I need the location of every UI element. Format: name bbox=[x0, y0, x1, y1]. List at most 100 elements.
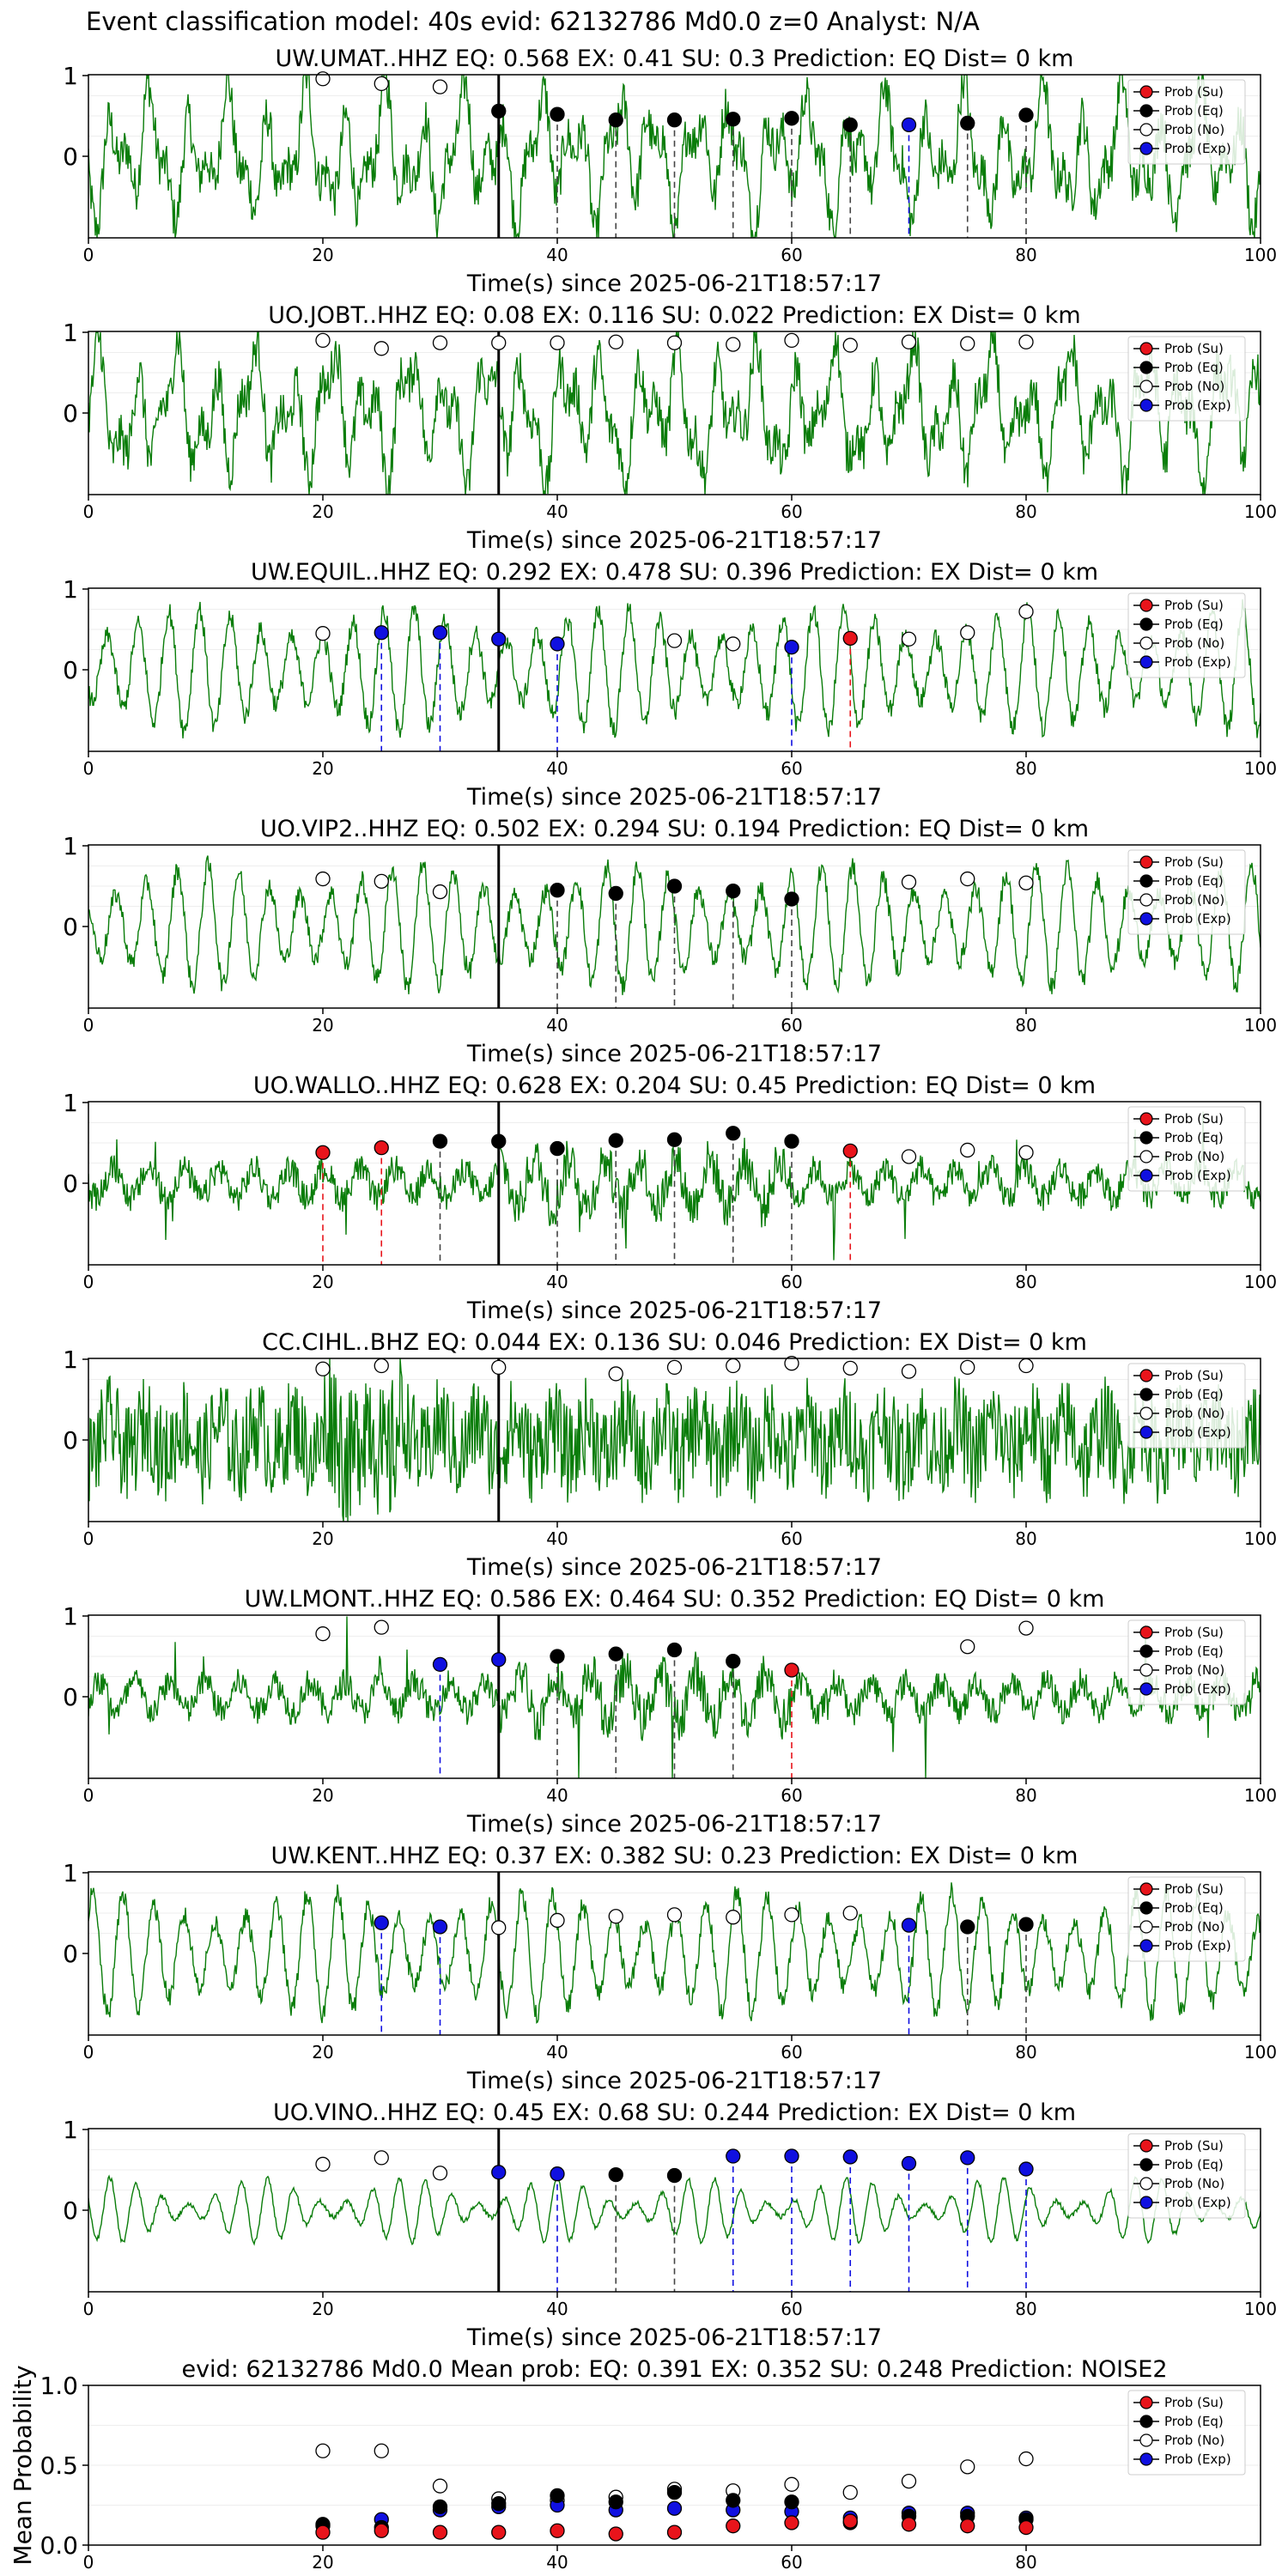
prob-marker bbox=[491, 631, 507, 647]
legend-label: Prob (No) bbox=[1164, 892, 1224, 908]
prob-marker bbox=[491, 103, 507, 119]
x-tick-label: 60 bbox=[781, 245, 802, 265]
prob-marker bbox=[842, 337, 858, 353]
x-tick-label: 0 bbox=[83, 245, 94, 265]
prob-marker bbox=[491, 335, 507, 350]
prob-marker bbox=[726, 636, 741, 652]
x-tick-label: 80 bbox=[1015, 1272, 1036, 1292]
legend-marker bbox=[1139, 2177, 1153, 2190]
x-tick-label: 100 bbox=[1244, 501, 1277, 522]
prob-marker bbox=[666, 1907, 683, 1923]
panel-title: CC.CIHL..BHZ EQ: 0.044 EX: 0.136 SU: 0.0… bbox=[262, 1329, 1087, 1356]
x-axis-label: Time(s) since 2025-06-21T18:57:17 bbox=[466, 1554, 882, 1581]
prob-marker bbox=[550, 1912, 565, 1929]
prob-marker bbox=[1018, 875, 1034, 890]
x-tick-label: 80 bbox=[1015, 1528, 1036, 1549]
x-tick-label: 60 bbox=[781, 2042, 802, 2063]
x-tick-label: 80 bbox=[1015, 1785, 1036, 1806]
prob-marker bbox=[491, 2165, 507, 2180]
legend-label: Prob (Su) bbox=[1164, 1368, 1224, 1383]
prob-marker bbox=[432, 1656, 448, 1673]
x-tick-label: 40 bbox=[546, 1785, 568, 1806]
legend-label: Prob (Exp) bbox=[1164, 1425, 1231, 1440]
panel-title: UO.VIP2..HHZ EQ: 0.502 EX: 0.294 SU: 0.1… bbox=[260, 816, 1089, 842]
mean-prob-marker bbox=[726, 2493, 741, 2508]
y-tick-label: 1 bbox=[63, 1602, 78, 1631]
prob-marker bbox=[374, 2150, 389, 2166]
prob-marker bbox=[608, 334, 623, 349]
x-tick-label: 0 bbox=[83, 1528, 94, 1549]
mean-prob-marker bbox=[726, 2518, 741, 2534]
legend: Prob (Su) Prob (Eq) Prob (No) Prob (Exp) bbox=[1127, 1619, 1246, 1705]
y-tick-label: 1 bbox=[63, 1346, 78, 1374]
prob-marker bbox=[550, 636, 565, 652]
prob-marker bbox=[726, 1358, 741, 1374]
prob-marker bbox=[901, 1917, 917, 1933]
mean-prob-marker bbox=[315, 2524, 331, 2540]
prob-marker bbox=[842, 1360, 858, 1376]
legend-label: Prob (No) bbox=[1164, 2433, 1224, 2448]
waveform-trace bbox=[88, 331, 1261, 495]
panel-5: UO.WALLO..HHZ EQ: 0.628 EX: 0.204 SU: 0.… bbox=[63, 1072, 1277, 1324]
x-tick-label: 0 bbox=[83, 2299, 94, 2319]
x-tick-label: 20 bbox=[312, 245, 333, 265]
legend-marker bbox=[1139, 1131, 1153, 1145]
legend-marker bbox=[1139, 2415, 1153, 2428]
panel-title: UO.JOBT..HHZ EQ: 0.08 EX: 0.116 SU: 0.02… bbox=[268, 302, 1080, 329]
prob-marker bbox=[842, 1905, 858, 1921]
x-tick-label: 80 bbox=[1015, 1015, 1036, 1036]
prob-marker bbox=[432, 335, 448, 350]
x-axis-label: Time(s) since 2025-06-21T18:57:17 bbox=[466, 2068, 882, 2094]
mean-prob-marker bbox=[666, 2484, 683, 2500]
prob-marker bbox=[1018, 334, 1034, 349]
x-tick-label: 100 bbox=[1244, 1528, 1277, 1549]
x-tick-label: 60 bbox=[781, 1015, 802, 1036]
mean-prob-marker bbox=[550, 2523, 565, 2538]
x-tick-label: 80 bbox=[1015, 2552, 1036, 2573]
prob-marker bbox=[608, 1366, 623, 1382]
prob-marker bbox=[960, 1639, 975, 1655]
panel-7: UW.LMONT..HHZ EQ: 0.586 EX: 0.464 SU: 0.… bbox=[63, 1586, 1277, 1838]
x-tick-label: 40 bbox=[546, 2552, 568, 2573]
legend-marker bbox=[1139, 1644, 1153, 1658]
legend-marker bbox=[1139, 1369, 1153, 1382]
prob-marker bbox=[666, 633, 683, 648]
x-axis-label: Time(s) since 2025-06-21T18:57:17 bbox=[466, 784, 882, 811]
prob-marker bbox=[666, 2167, 683, 2184]
legend-label: Prob (Su) bbox=[1164, 1881, 1224, 1897]
prob-marker bbox=[550, 106, 565, 122]
x-tick-label: 60 bbox=[781, 2299, 802, 2319]
x-tick-label: 100 bbox=[1244, 245, 1277, 265]
y-tick-label: 0 bbox=[63, 1170, 78, 1198]
prob-marker bbox=[374, 1915, 389, 1930]
y-tick-label: 0 bbox=[63, 1426, 78, 1455]
x-tick-label: 100 bbox=[1244, 2299, 1277, 2319]
legend: Prob (Su) Prob (Eq) Prob (No) Prob (Exp) bbox=[1127, 79, 1246, 165]
mean-prob-marker bbox=[960, 2518, 975, 2534]
prob-marker bbox=[726, 883, 741, 899]
legend-marker bbox=[1139, 1388, 1153, 1401]
panel-title: UW.KENT..HHZ EQ: 0.37 EX: 0.382 SU: 0.23… bbox=[271, 1843, 1078, 1869]
panel-title: UO.VINO..HHZ EQ: 0.45 EX: 0.68 SU: 0.244… bbox=[273, 2099, 1076, 2126]
legend-marker bbox=[1139, 2139, 1153, 2153]
x-axis-label: Time(s) since 2025-06-21T18:57:17 bbox=[466, 1811, 882, 1838]
prob-marker bbox=[1018, 1358, 1034, 1374]
prob-marker bbox=[1018, 1145, 1034, 1160]
x-tick-label: 80 bbox=[1015, 245, 1036, 265]
prob-marker bbox=[784, 111, 799, 126]
x-tick-label: 60 bbox=[781, 2552, 802, 2573]
prob-marker bbox=[784, 332, 799, 349]
legend-label: Prob (Exp) bbox=[1164, 1681, 1231, 1697]
x-tick-label: 80 bbox=[1015, 501, 1036, 522]
prob-marker bbox=[550, 1140, 565, 1157]
legend-marker bbox=[1139, 617, 1153, 631]
waveform-trace bbox=[88, 1882, 1261, 2024]
prob-marker bbox=[374, 341, 389, 356]
panel-title: evid: 62132786 Md0.0 Mean prob: EQ: 0.39… bbox=[181, 2356, 1167, 2383]
prob-marker bbox=[491, 1133, 507, 1149]
y-tick-label: 0 bbox=[63, 2196, 78, 2225]
legend-label: Prob (No) bbox=[1164, 1919, 1224, 1935]
x-tick-label: 40 bbox=[546, 245, 568, 265]
x-tick-label: 40 bbox=[546, 2042, 568, 2063]
mean-prob-marker bbox=[315, 2443, 331, 2458]
